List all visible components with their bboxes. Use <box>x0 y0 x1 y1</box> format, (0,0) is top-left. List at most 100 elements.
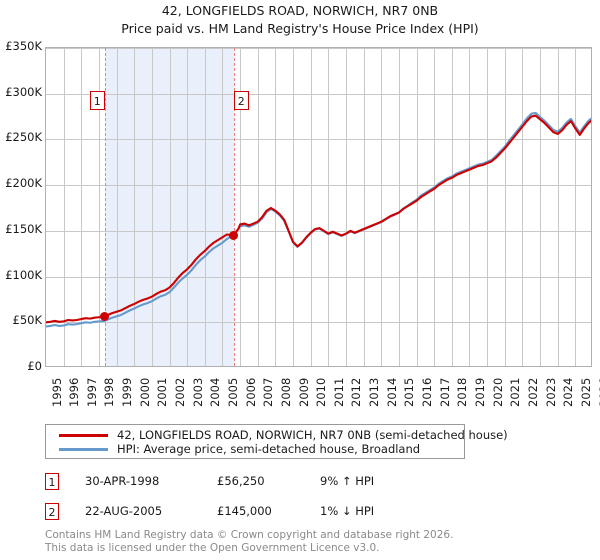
x-axis-tick-label: 2013 <box>367 377 382 407</box>
page-title: 42, LONGFIELDS ROAD, NORWICH, NR7 0NB <box>161 3 439 18</box>
x-axis-tick-label: 2006 <box>243 377 258 407</box>
x-axis-tick-label: 1996 <box>67 377 82 407</box>
gridline-v <box>399 48 400 366</box>
x-axis-tick-label: 2005 <box>225 377 240 407</box>
gridline-v <box>487 48 488 366</box>
legend-label-property: 42, LONGFIELDS ROAD, NORWICH, NR7 0NB (s… <box>117 428 508 442</box>
legend-label-hpi: HPI: Average price, semi-detached house,… <box>117 442 421 456</box>
gridline-v <box>540 48 541 366</box>
gridline-v <box>275 48 276 366</box>
gridline-h <box>46 322 591 323</box>
gridline-v <box>558 48 559 366</box>
x-axis-tick-label: 2021 <box>508 377 523 407</box>
legend-item-property: 42, LONGFIELDS ROAD, NORWICH, NR7 0NB (s… <box>46 427 508 444</box>
x-axis-tick-label: 2008 <box>278 377 293 407</box>
x-axis-tick-label: 2009 <box>296 377 311 407</box>
gridline-v <box>575 48 576 366</box>
annotation-delta-2: 1% ↓ HPI <box>320 504 375 518</box>
x-axis-tick-label: 2025 <box>578 377 593 407</box>
annotation-badge-1: 1 <box>45 473 59 490</box>
gridline-v <box>417 48 418 366</box>
gridline-v <box>522 48 523 366</box>
gridline-v <box>170 48 171 366</box>
gridline-v <box>381 48 382 366</box>
sale-marker-dot[interactable] <box>100 312 110 322</box>
chart-legend: 42, LONGFIELDS ROAD, NORWICH, NR7 0NB (s… <box>45 424 508 459</box>
x-axis-tick-label: 2024 <box>561 377 576 407</box>
y-axis: £0 £50K £100K £150K £200K £250K £300K £350K <box>0 0 42 560</box>
x-axis-tick-label: 2022 <box>525 377 540 407</box>
x-axis-tick-label: 1995 <box>49 377 64 407</box>
x-axis-tick-label: 2019 <box>472 377 487 407</box>
x-axis-tick-label: 2011 <box>331 377 346 407</box>
x-axis-tick-label: 1999 <box>120 377 135 407</box>
gridline-h <box>46 48 591 49</box>
x-axis-tick-label: 2014 <box>384 377 399 407</box>
legend-item-hpi: HPI: Average price, semi-detached house,… <box>46 441 464 458</box>
x-axis-tick-label: 2017 <box>437 377 452 407</box>
annotation-row-2: 2 22-AUG-2005 £145,000 1% ↓ HPI <box>45 503 515 523</box>
x-axis-tick-label: 2001 <box>155 377 170 407</box>
marker-callout[interactable]: 2 <box>233 91 249 110</box>
y-axis-tick-label: £250K <box>5 130 42 145</box>
gridline-v <box>364 48 365 366</box>
marker-callout[interactable]: 1 <box>89 91 105 110</box>
x-axis-tick-label: 2016 <box>420 377 435 407</box>
x-axis-tick-label: 2018 <box>455 377 470 407</box>
gridline-v <box>240 48 241 366</box>
sale-marker-dot[interactable] <box>229 230 239 240</box>
x-axis-tick-label: 1997 <box>84 377 99 407</box>
x-axis-tick-label: 2010 <box>314 377 329 407</box>
gridline-v <box>505 48 506 366</box>
gridline-h <box>46 139 591 140</box>
annotation-row-1: 1 30-APR-1998 £56,250 9% ↑ HPI <box>45 473 515 493</box>
gridline-v <box>187 48 188 366</box>
gridline-v <box>117 48 118 366</box>
y-axis-tick-label: £350K <box>5 39 42 53</box>
series-lines <box>46 111 591 328</box>
x-axis-tick-label: 2026 <box>596 377 600 407</box>
x-axis-tick-label: 1998 <box>102 377 117 407</box>
annotation-date-1: 30-APR-1998 <box>85 474 160 488</box>
footer-line-1: Contains HM Land Registry data © Crown c… <box>45 529 454 541</box>
x-axis-tick-label: 2004 <box>208 377 223 407</box>
annotation-date-2: 22-AUG-2005 <box>85 504 163 518</box>
x-axis-tick-label: 2003 <box>190 377 205 407</box>
gridline-v <box>452 48 453 366</box>
gridline-v <box>311 48 312 366</box>
property-line <box>46 114 591 324</box>
gridline-v <box>258 48 259 366</box>
gridline-v <box>64 48 65 366</box>
y-axis-tick-label: £150K <box>5 221 42 236</box>
y-axis-tick-label: £200K <box>5 176 42 191</box>
x-axis-tick-label: 2007 <box>261 377 276 407</box>
gridline-h <box>46 185 591 186</box>
footer-line-2: This data is licensed under the Open Gov… <box>45 541 380 554</box>
gridline-v <box>152 48 153 366</box>
x-axis: 1995 1996 1997 1998 1999 2000 2001 2002 2003 2004… <box>45 369 600 413</box>
y-axis-tick-label: £0 <box>27 359 42 373</box>
marker-vline <box>233 48 235 366</box>
gridline-v <box>346 48 347 366</box>
gridline-v <box>293 48 294 366</box>
x-axis-tick-label: 2002 <box>173 377 188 407</box>
legend-swatch-property <box>59 434 108 437</box>
gridline-v <box>205 48 206 366</box>
x-axis-tick-label: 2020 <box>490 377 505 407</box>
annotation-price-1: £56,250 <box>217 474 265 488</box>
gridline-v <box>469 48 470 366</box>
page-subtitle: Price paid vs. HM Land Registry's House … <box>121 21 479 36</box>
gridline-v <box>99 48 100 366</box>
footer: Contains HM Land Registry data © Crown c… <box>45 529 565 554</box>
hpi-line <box>46 111 591 328</box>
gridline-v <box>222 48 223 366</box>
gridline-v <box>328 48 329 366</box>
y-axis-tick-label: £100K <box>5 267 42 282</box>
x-axis-tick-label: 2023 <box>543 377 558 407</box>
gridline-v <box>134 48 135 366</box>
annotation-badge-2: 2 <box>45 503 59 520</box>
gridline-h <box>46 231 591 232</box>
annotation-delta-1: 9% ↑ HPI <box>320 474 375 488</box>
